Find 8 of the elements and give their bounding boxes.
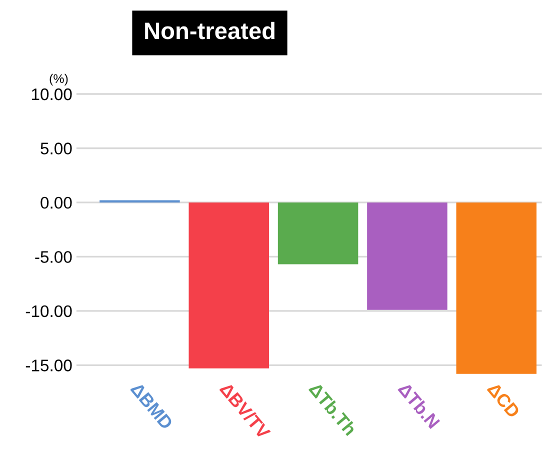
y-tick-label: 5.00	[40, 142, 72, 154]
y-tick-label: -10.00	[26, 305, 72, 318]
chart-title: Non-treated	[145, 22, 274, 40]
y-tick-label: 0.00	[40, 196, 72, 209]
y-axis-title: (%)	[50, 74, 68, 86]
y-tick-label: -15.00	[26, 360, 72, 372]
y-tick-label: -5.00	[35, 251, 72, 263]
y-tick-label: 10.00	[32, 88, 72, 100]
